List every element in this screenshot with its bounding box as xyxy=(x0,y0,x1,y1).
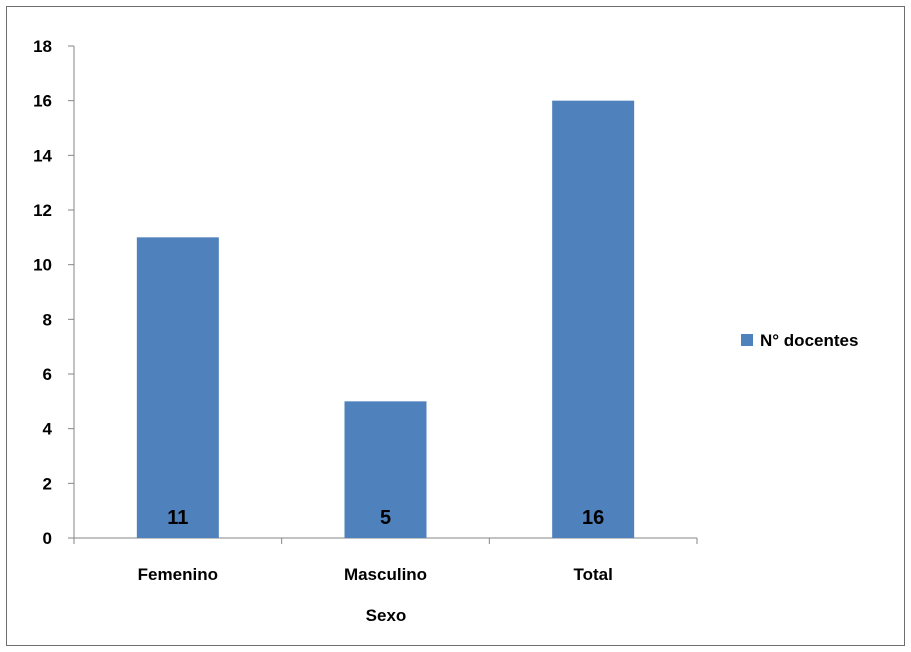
y-tick-label: 6 xyxy=(43,365,52,384)
data-label: 16 xyxy=(582,507,604,529)
data-label: 5 xyxy=(380,507,391,529)
y-tick-label: 8 xyxy=(43,310,52,329)
legend: N° docentes xyxy=(741,331,858,350)
legend-swatch xyxy=(741,334,753,346)
x-category-label: Femenino xyxy=(138,565,218,584)
y-tick-label: 4 xyxy=(43,420,53,439)
x-category-label: Masculino xyxy=(344,565,427,584)
bar xyxy=(552,100,635,539)
bars: 11 5 16 xyxy=(136,100,635,539)
data-label: 11 xyxy=(167,507,188,529)
x-category-label: Total xyxy=(573,565,612,584)
bar xyxy=(344,401,427,538)
y-tick-label: 0 xyxy=(43,529,52,548)
y-tick-label: 14 xyxy=(33,146,52,165)
legend-label: N° docentes xyxy=(760,331,858,350)
x-axis-title: Sexo xyxy=(366,606,407,625)
y-tick-label: 10 xyxy=(33,256,52,275)
y-tick-label: 16 xyxy=(33,92,52,111)
bar xyxy=(136,237,219,539)
y-tick-label: 12 xyxy=(33,201,52,220)
y-tick-label: 18 xyxy=(33,37,52,56)
y-tick-label: 2 xyxy=(43,474,52,493)
